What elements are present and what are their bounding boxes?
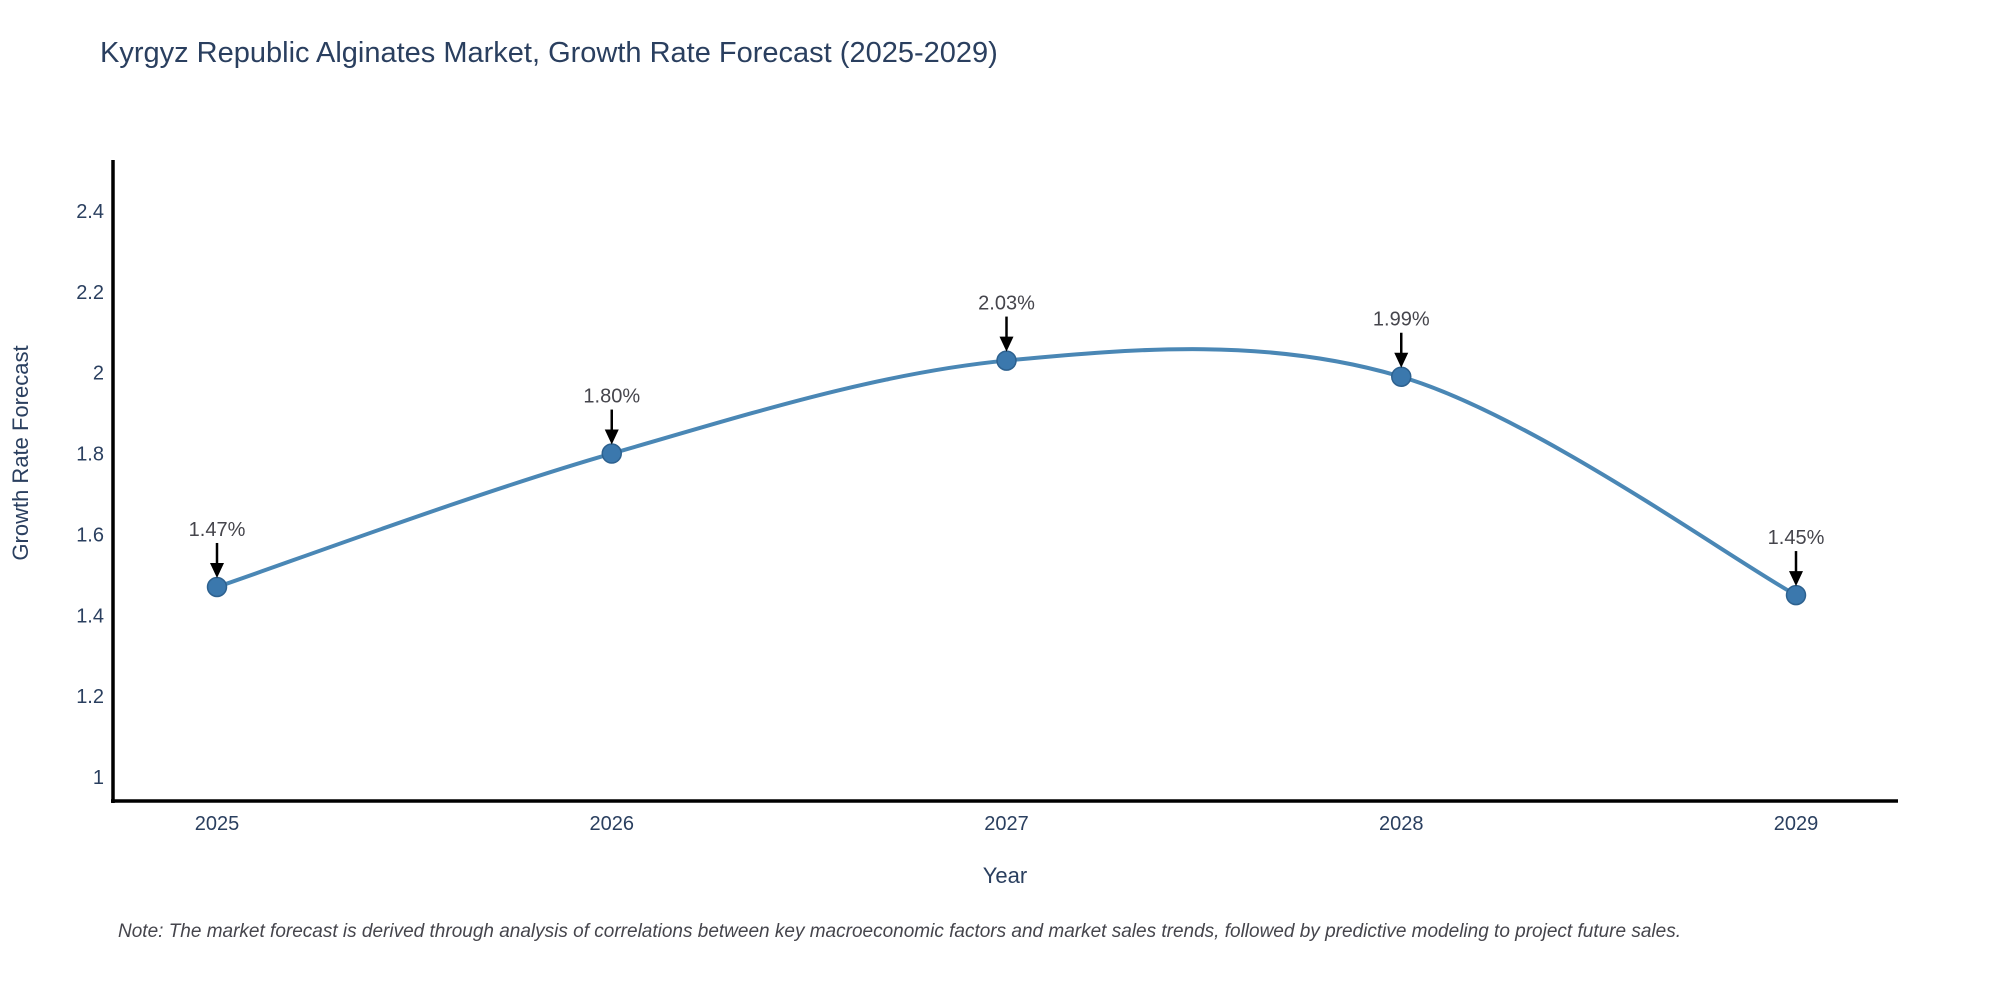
x-axis-title: Year bbox=[983, 863, 1027, 888]
point-annotations: 1.47% 1.80% 2.03% 1.99% 1.45% bbox=[189, 293, 1825, 587]
point-annotation: 1.45% bbox=[1768, 527, 1825, 587]
annotation-arrowhead bbox=[1789, 571, 1803, 587]
y-tick-label: 1.2 bbox=[76, 686, 104, 708]
point-annotation: 1.47% bbox=[189, 519, 246, 578]
data-point-markers bbox=[206, 350, 1807, 606]
data-point-marker bbox=[996, 350, 1017, 371]
data-point-marker bbox=[1785, 584, 1807, 606]
series-line bbox=[215, 347, 1798, 598]
annotation-arrowhead bbox=[999, 336, 1014, 352]
x-tick-label: 2028 bbox=[1379, 813, 1424, 835]
x-tick-label: 2025 bbox=[195, 813, 240, 835]
point-annotation-label: 2.03% bbox=[978, 293, 1035, 315]
annotation-arrowhead bbox=[604, 429, 619, 445]
data-point-marker bbox=[601, 443, 622, 464]
footnote: Note: The market forecast is derived thr… bbox=[118, 921, 1681, 942]
y-tick-label: 1.4 bbox=[76, 605, 104, 627]
point-annotation-label: 1.99% bbox=[1373, 309, 1430, 331]
point-annotation-label: 1.80% bbox=[583, 386, 640, 408]
y-tick-label: 2.2 bbox=[76, 282, 104, 304]
point-annotation: 2.03% bbox=[978, 293, 1035, 352]
point-annotation-label: 1.45% bbox=[1768, 527, 1825, 549]
x-axis-tick-labels: 2025 2026 2027 2028 2029 bbox=[195, 813, 1819, 835]
y-tick-label: 2.4 bbox=[76, 201, 104, 223]
point-annotation: 1.99% bbox=[1373, 309, 1430, 368]
y-tick-label: 2 bbox=[93, 363, 104, 385]
x-tick-label: 2029 bbox=[1774, 813, 1819, 835]
chart-title: Kyrgyz Republic Alginates Market, Growth… bbox=[100, 37, 998, 69]
data-point-marker bbox=[206, 576, 228, 598]
data-point-marker bbox=[1391, 366, 1412, 387]
annotation-arrowhead bbox=[210, 562, 224, 578]
annotation-arrowhead bbox=[1394, 352, 1409, 368]
x-tick-label: 2026 bbox=[590, 813, 635, 835]
point-annotation-label: 1.47% bbox=[189, 519, 246, 541]
y-tick-label: 1.8 bbox=[76, 444, 104, 466]
y-axis-title: Growth Rate Forecast bbox=[8, 345, 33, 560]
y-axis-tick-labels: 1 1.2 1.4 1.6 1.8 2 2.2 2.4 bbox=[76, 201, 104, 789]
x-tick-label: 2027 bbox=[984, 813, 1029, 835]
y-tick-label: 1 bbox=[93, 767, 104, 789]
y-tick-label: 1.6 bbox=[76, 524, 104, 546]
point-annotation: 1.80% bbox=[583, 386, 640, 445]
